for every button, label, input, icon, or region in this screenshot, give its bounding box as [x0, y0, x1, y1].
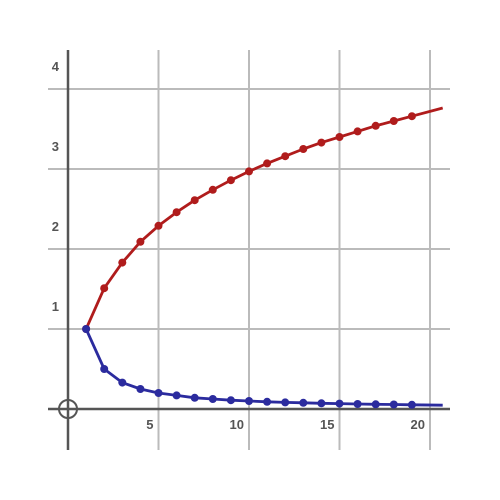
- data-point-s2-3: [118, 378, 127, 387]
- data-point-s2-17: [371, 400, 380, 409]
- data-point-s2-11: [263, 397, 272, 406]
- tick-labels: 5 10 15 20 1 2 3 4: [52, 59, 425, 432]
- axes: [48, 50, 450, 450]
- data-point-s2-16: [353, 400, 362, 408]
- data-point-s2-4: [136, 385, 145, 393]
- data-point-s1-16: [353, 127, 362, 136]
- data-point-s1-2: [100, 284, 109, 293]
- data-point-s2-7: [190, 393, 199, 402]
- data-point-s1-13: [299, 145, 308, 153]
- y-tick-label-2: 2: [52, 219, 59, 234]
- y-tick-label-4: 4: [52, 59, 60, 74]
- data-point-s2-6: [172, 391, 181, 400]
- x-tick-label-10: 10: [230, 417, 244, 432]
- data-point-s1-8: [208, 185, 217, 194]
- data-point-s1-4: [136, 237, 145, 246]
- data-point-s1-19: [407, 112, 416, 121]
- data-point-s1-18: [389, 117, 398, 125]
- data-point-s2-2: [100, 365, 109, 373]
- y-tick-label-3: 3: [52, 139, 59, 154]
- data-point-s1-3: [118, 258, 127, 267]
- data-point-s2-14: [317, 399, 326, 408]
- data-point-s2-13: [299, 398, 308, 407]
- data-series: [82, 106, 444, 409]
- series-line-1: [84, 106, 444, 330]
- origin-marker: [58, 399, 78, 419]
- data-point-s1-12: [281, 152, 290, 161]
- data-point-s2-15: [335, 399, 344, 408]
- x-tick-label-5: 5: [146, 417, 153, 432]
- data-point-s1-17: [371, 121, 380, 130]
- data-point-s1-11: [263, 159, 272, 168]
- series-line-2: [84, 328, 443, 407]
- data-point-s2-5: [154, 389, 163, 397]
- data-point-s2-10: [245, 397, 253, 405]
- data-point-s1-15: [335, 133, 344, 141]
- data-point-s2-8: [208, 395, 217, 403]
- data-point-s1-7: [190, 196, 199, 205]
- data-point-s2-18: [389, 400, 398, 409]
- data-point-s1-14: [317, 138, 326, 147]
- data-point-s2-12: [281, 398, 290, 407]
- data-point-s1-5: [154, 221, 163, 230]
- grid-lines: [48, 50, 450, 450]
- y-tick-label-1: 1: [52, 299, 59, 314]
- x-tick-label-20: 20: [411, 417, 425, 432]
- data-point-s2-9: [226, 396, 235, 405]
- data-point-s2-19: [407, 400, 416, 409]
- x-tick-label-15: 15: [320, 417, 334, 432]
- data-point-s1-9: [226, 176, 235, 185]
- data-point-s2-1: [82, 325, 91, 333]
- data-point-s1-6: [172, 208, 181, 217]
- data-point-s1-10: [245, 167, 253, 176]
